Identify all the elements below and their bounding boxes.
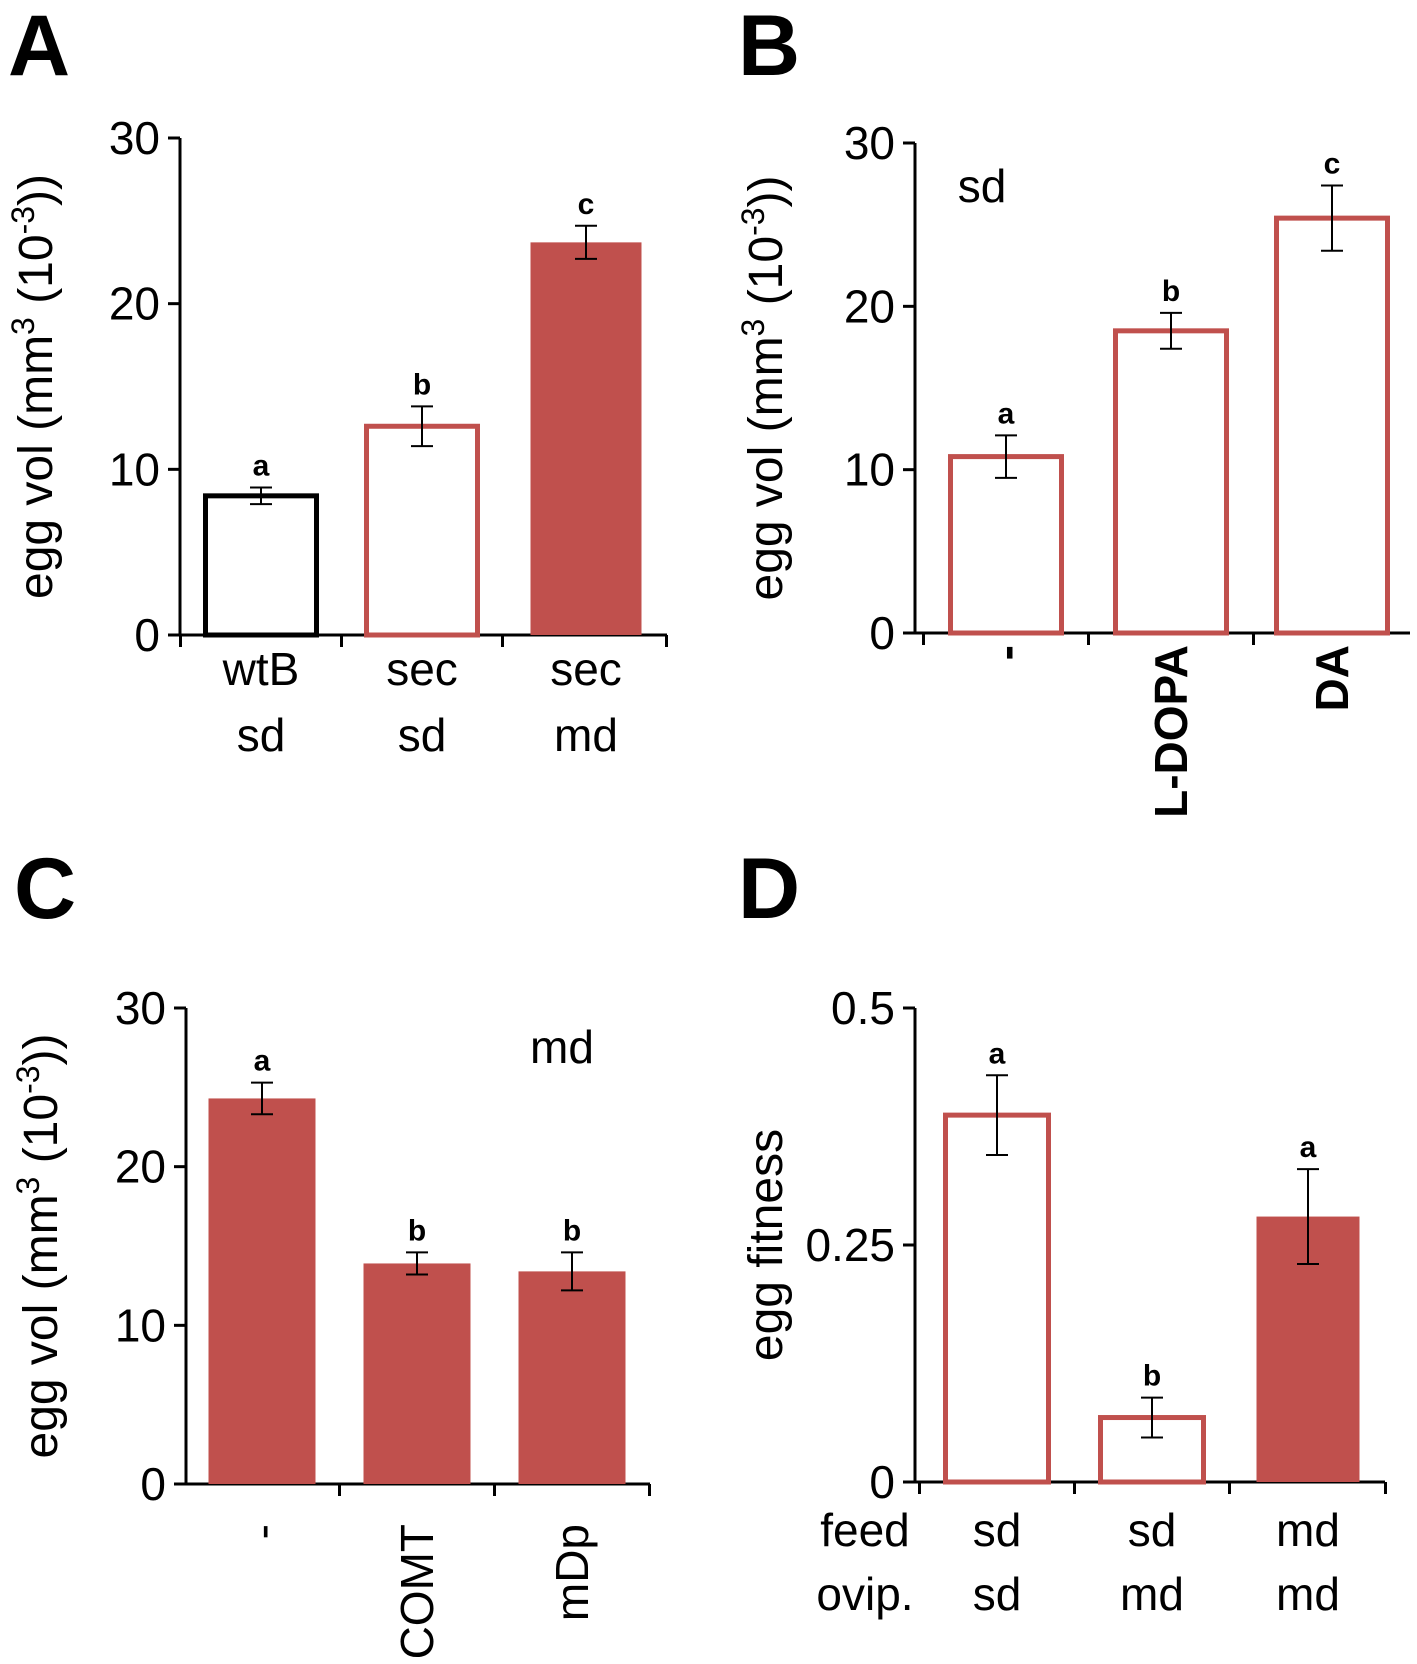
y-axis-label: egg vol (mm3 (10-3))	[5, 174, 63, 599]
y-tick-label: 0	[140, 1458, 166, 1510]
bar	[203, 493, 319, 638]
y-tick-label: 30	[844, 117, 895, 169]
x-tick-label: md	[1276, 1504, 1340, 1556]
panel-label: C	[14, 841, 76, 937]
panel-label: B	[738, 0, 800, 94]
x-tick-label: sd	[973, 1504, 1022, 1556]
y-axis-label-part: egg vol (mm	[15, 1194, 68, 1458]
row-label: ovip.	[816, 1568, 913, 1620]
y-tick-label: 0	[869, 1456, 895, 1508]
x-tick-label: COMT	[391, 1524, 443, 1659]
x-tick-label: sd	[237, 709, 286, 761]
y-axis-label: egg fitness	[740, 1129, 793, 1361]
x-tick-label: sd	[1128, 1504, 1177, 1556]
x-tick-label: wtB	[222, 643, 300, 695]
y-tick-label: 20	[115, 1141, 166, 1193]
significance-letter: b	[1143, 1360, 1161, 1393]
y-axis-label-part: (10	[740, 236, 793, 319]
y-axis-label: egg vol (mm3 (10-3))	[735, 175, 793, 600]
x-tick-label: md	[554, 709, 618, 761]
x-tick-label: -	[980, 645, 1032, 660]
y-tick-label: 30	[109, 112, 160, 164]
x-tick-label: md	[1120, 1568, 1184, 1620]
significance-letter: b	[408, 1214, 426, 1247]
panel-label: D	[738, 841, 800, 937]
y-tick-label: 20	[109, 278, 160, 330]
y-axis-label-part: (10	[10, 234, 63, 317]
bar	[948, 454, 1064, 636]
annotation: sd	[958, 160, 1007, 212]
y-tick-label: 0.25	[805, 1219, 895, 1271]
significance-letter: b	[1162, 275, 1180, 308]
x-tick-label: sec	[550, 643, 622, 695]
bar	[1113, 328, 1229, 636]
x-tick-label: L-DOPA	[1145, 645, 1197, 818]
y-axis-label: egg vol (mm3 (10-3))	[10, 1033, 68, 1458]
y-tick-label: 10	[109, 443, 160, 495]
y-axis-label-part: 3	[5, 317, 41, 335]
bar	[208, 1098, 316, 1484]
y-axis-label-part: egg vol (mm	[10, 335, 63, 599]
y-axis-label-part: egg fitness	[740, 1129, 793, 1361]
y-axis-label-part: -3	[10, 1065, 46, 1093]
significance-letter: a	[1300, 1131, 1317, 1164]
x-tick-label: -	[236, 1524, 288, 1539]
y-tick-label: 10	[844, 444, 895, 496]
significance-letter: c	[578, 188, 595, 221]
bar	[943, 1112, 1051, 1485]
x-tick-label: DA	[1306, 645, 1358, 711]
bar	[1274, 215, 1390, 636]
x-tick-label: mDp	[546, 1524, 598, 1621]
significance-letter: a	[254, 1045, 271, 1078]
y-tick-label: 20	[844, 280, 895, 332]
x-tick-label: sd	[398, 709, 447, 761]
y-axis-label-part: (10	[15, 1094, 68, 1177]
significance-letter: b	[563, 1214, 581, 1247]
significance-letter: c	[1324, 147, 1341, 180]
x-tick-label: sd	[973, 1568, 1022, 1620]
y-tick-label: 30	[115, 982, 166, 1034]
significance-letter: a	[253, 450, 270, 483]
row-label: feed	[820, 1504, 910, 1556]
bar	[518, 1271, 626, 1484]
y-axis-label-part: -3	[5, 206, 41, 234]
y-tick-label: 0	[869, 607, 895, 659]
bar	[364, 423, 480, 638]
y-axis-label-part: egg vol (mm	[740, 336, 793, 600]
bar	[363, 1263, 471, 1484]
y-axis-label-part: 3	[735, 319, 771, 337]
bar	[530, 242, 642, 635]
x-tick-label: md	[1276, 1568, 1340, 1620]
annotation: md	[530, 1021, 594, 1073]
x-tick-label: sec	[386, 643, 458, 695]
significance-letter: a	[989, 1037, 1006, 1070]
y-tick-label: 10	[115, 1299, 166, 1351]
y-axis-label-part: 3	[10, 1177, 46, 1195]
y-axis-label-part: ))	[15, 1033, 68, 1065]
y-axis-label-part: -3	[735, 207, 771, 235]
y-tick-label: 0.5	[831, 982, 895, 1034]
y-tick-label: 0	[134, 609, 160, 661]
y-axis-label-part: ))	[10, 174, 63, 206]
significance-letter: a	[998, 397, 1015, 430]
y-axis-label-part: ))	[740, 175, 793, 207]
significance-letter: b	[413, 368, 431, 401]
panel-label: A	[8, 0, 70, 94]
